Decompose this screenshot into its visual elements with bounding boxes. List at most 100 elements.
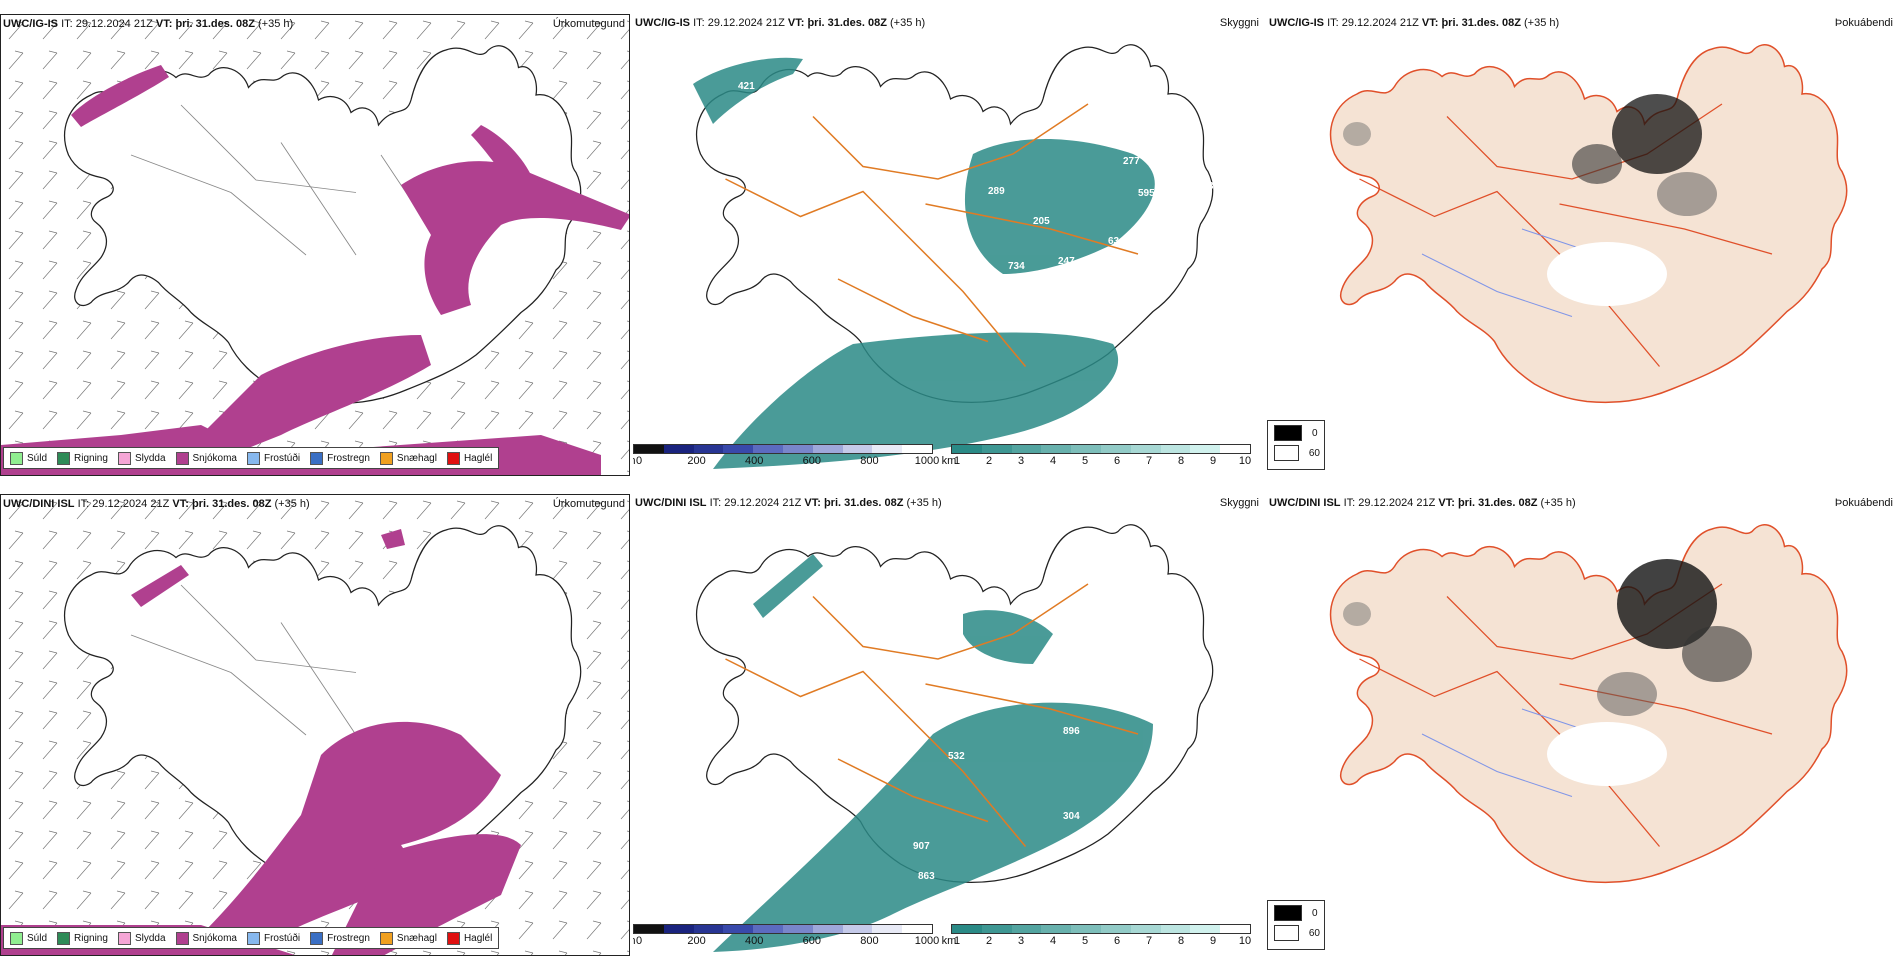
colorbar-tick: 4 <box>1049 455 1057 467</box>
colorbar-tick: 4 <box>1049 935 1057 947</box>
legend-item: Frostúði <box>246 451 301 465</box>
fog-map <box>1329 524 1848 884</box>
legend-swatch <box>310 451 324 465</box>
legend-swatch <box>117 931 131 945</box>
legend-swatch <box>57 451 71 465</box>
panel-title: Þokuábendi <box>1834 17 1893 29</box>
colorbar-tick: 1000 <box>914 455 940 467</box>
colorbar-tick: 400 <box>745 935 764 947</box>
precip-legend: Súld Rigning Slydda Snjókoma Frostúði Frostre… <box>3 447 500 469</box>
legend-label: Rigning <box>74 452 108 464</box>
fog-patches <box>1343 94 1717 306</box>
fog-patches <box>1343 559 1752 786</box>
ceiling-label: 277 <box>1123 156 1140 167</box>
ceiling-label: 734 <box>1008 261 1025 272</box>
ceiling-label: 321 <box>1208 181 1225 192</box>
legend-label: Frostúði <box>263 452 301 464</box>
ceiling-label: 863 <box>918 871 935 882</box>
colorbar-tick: 3 <box>1017 935 1025 947</box>
legend-swatch <box>379 451 393 465</box>
ceiling-label: 896 <box>1063 726 1080 737</box>
colorbar-tick: 7 <box>1145 455 1153 467</box>
colorbar-unit: km <box>941 455 957 467</box>
legend-label: Snjókoma <box>192 932 237 944</box>
colorbar-tick: 9 <box>1209 935 1217 947</box>
panel-title: Þokuábendi <box>1834 497 1893 509</box>
panel-header: UWC/DINI ISL IT: 29.12.2024 21Z VT: þri.… <box>1269 497 1576 509</box>
ceiling-label: 429 <box>1118 261 1135 272</box>
legend-swatch <box>57 931 71 945</box>
legend-label: Snjókoma <box>192 452 237 464</box>
ceiling-ticks: m0 200 400 600 800 1000 <box>633 935 939 949</box>
colorbar-tick: 0 <box>635 935 643 947</box>
legend-item: Slydda <box>117 451 166 465</box>
legend-swatch <box>10 451 23 465</box>
legend-label: Frostregn <box>327 932 370 944</box>
colorbar-tick: 5 <box>1081 935 1089 947</box>
colorbar-tick: 1000 <box>914 935 940 947</box>
colorbar-tick: 3 <box>1017 455 1025 467</box>
ceiling-label: 421 <box>738 81 755 92</box>
colorbar-unit: km <box>941 935 957 947</box>
colorbar-tick: 1 <box>953 455 961 467</box>
precip-type-panel-dini: UWC/DINI ISL IT: 29.12.2024 21Z VT: þri.… <box>0 494 630 956</box>
panel-header: UWC/DINI ISL IT: 29.12.2024 21Z VT: þri.… <box>635 497 942 509</box>
legend-item: Snæhagl <box>379 931 437 945</box>
panel-header: UWC/IG-IS IT: 29.12.2024 21Z VT: þri. 31… <box>3 18 294 30</box>
legend-label: Rigning <box>74 932 108 944</box>
ceiling-label: 68 <box>1073 126 1085 137</box>
legend-item: Frostúði <box>246 931 301 945</box>
legend-item: Haglél <box>446 931 492 945</box>
legend-swatch <box>175 451 189 465</box>
colorbar-tick: 5 <box>1081 455 1089 467</box>
fog-map <box>1329 44 1848 404</box>
colorbar-tick: 800 <box>860 455 879 467</box>
visibility-ticks: km 1 2 3 4 5 6 7 8 9 10 <box>942 455 1252 469</box>
legend-swatch <box>310 931 324 945</box>
legend-label: Snæhagl <box>396 452 437 464</box>
colorbar-tick: 10 <box>1238 455 1252 467</box>
precip-type-panel-ig: UWC/IG-IS IT: 29.12.2024 21Z VT: þri. 31… <box>0 14 630 476</box>
ceiling-label: 247 <box>1058 256 1075 267</box>
colorbar-tick: 2 <box>985 455 993 467</box>
colorbar-tick: 600 <box>802 455 821 467</box>
ceiling-labels: 421 289 277 311 321 690 595 68 205 63 734 247 429 <box>738 81 1225 272</box>
precip-map <box>1 495 629 955</box>
colorbar-tick: 6 <box>1113 935 1121 947</box>
ceiling-label: 289 <box>988 186 1005 197</box>
colorbar-tick: 6 <box>1113 455 1121 467</box>
ceiling-label: 304 <box>1063 811 1080 822</box>
legend-label: Súld <box>27 452 48 464</box>
legend-item: Snæhagl <box>379 451 437 465</box>
legend-swatch <box>117 451 131 465</box>
legend-swatch <box>246 931 260 945</box>
ceiling-label: 532 <box>948 751 965 762</box>
ceiling-label: 595 <box>1138 188 1155 199</box>
legend-item: Frostregn <box>310 451 370 465</box>
legend-label: Haglél <box>463 452 493 464</box>
ceiling-colorbar: m0 200 400 600 800 1000 <box>633 444 939 470</box>
colorbar-tick: 0 <box>635 455 643 467</box>
legend-label: Frostúði <box>263 932 301 944</box>
ceiling-label: 907 <box>913 841 930 852</box>
fog-legend: 0 60 <box>1267 420 1325 470</box>
legend-item: Slydda <box>117 931 166 945</box>
ceiling-label: 690 <box>1168 186 1185 197</box>
panel-title: Úrkomutegund <box>552 18 625 30</box>
precip-map <box>1 15 629 475</box>
visibility-ticks: km 1 2 3 4 5 6 7 8 9 10 <box>942 935 1251 949</box>
colorbar-tick: 400 <box>745 455 764 467</box>
legend-label: Frostregn <box>327 452 370 464</box>
ceiling-label: 63 <box>1108 236 1120 247</box>
colorbar-tick: 9 <box>1209 455 1217 467</box>
fog-panel-ig: UWC/IG-IS IT: 29.12.2024 21Z VT: þri. 31… <box>1267 14 1897 476</box>
legend-item: Rigning <box>57 451 108 465</box>
legend-swatch <box>10 931 23 945</box>
ceiling-labels: 896 532 304 907 863 970 <box>913 726 1080 912</box>
colorbar-tick: 200 <box>687 935 706 947</box>
panel-header: UWC/DINI ISL IT: 29.12.2024 21Z VT: þri.… <box>3 498 310 510</box>
precip-legend: Súld Rigning Slydda Snjókoma Frostúði Frostre… <box>3 927 500 949</box>
colorbar-tick: 1 <box>953 935 961 947</box>
colorbar-tick: 7 <box>1145 935 1153 947</box>
legend-label: Slydda <box>134 452 166 464</box>
